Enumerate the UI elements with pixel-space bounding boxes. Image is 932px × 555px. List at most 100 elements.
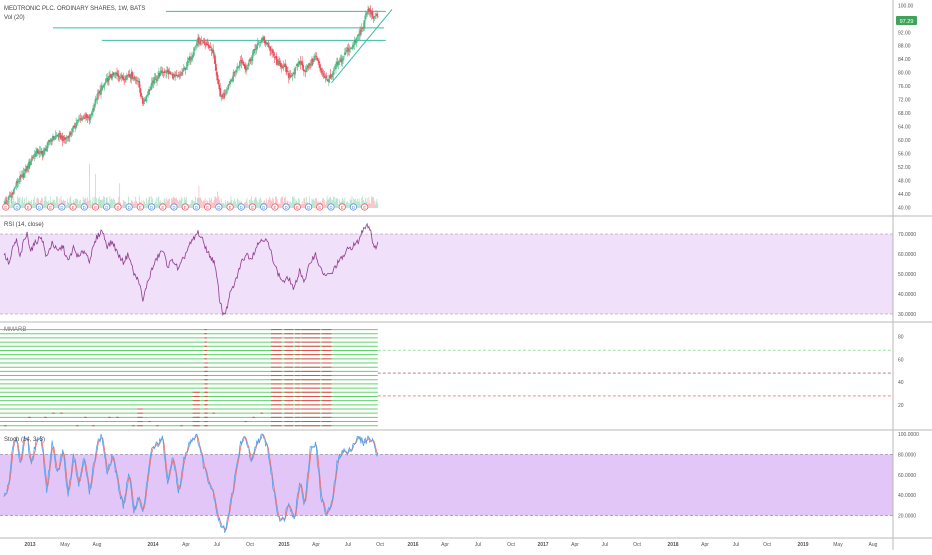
earnings-marker-icon[interactable] bbox=[91, 203, 100, 211]
volume-bar bbox=[376, 198, 378, 208]
candle-body bbox=[71, 128, 74, 132]
volume-bar bbox=[327, 199, 329, 208]
dividend-marker-icon[interactable] bbox=[260, 203, 268, 211]
candle-body bbox=[187, 61, 190, 63]
candle-body bbox=[92, 108, 94, 113]
volume-bar bbox=[313, 198, 315, 208]
volume-bar bbox=[236, 198, 238, 208]
earnings-marker-icon[interactable] bbox=[114, 203, 122, 211]
volume-bar bbox=[211, 202, 213, 208]
candle-body bbox=[36, 149, 39, 154]
earnings-marker-icon[interactable] bbox=[271, 203, 279, 211]
marker-letter: E bbox=[363, 205, 366, 210]
candle-body bbox=[43, 150, 45, 155]
support-trendline[interactable] bbox=[331, 9, 393, 84]
volume-bar bbox=[197, 198, 199, 208]
earnings-marker-icon[interactable] bbox=[159, 203, 167, 211]
time-tick-label: Apr bbox=[312, 542, 320, 548]
dividend-marker-icon[interactable] bbox=[58, 203, 66, 211]
dividend-marker-icon[interactable] bbox=[349, 203, 358, 211]
earnings-marker-icon[interactable] bbox=[136, 203, 144, 211]
volume-bar bbox=[166, 197, 168, 208]
volume-bar bbox=[186, 196, 187, 208]
dividend-marker-icon[interactable] bbox=[170, 203, 178, 211]
candle-body bbox=[117, 74, 119, 77]
candle-body bbox=[160, 70, 163, 72]
earnings-marker-icon[interactable] bbox=[2, 203, 10, 211]
earnings-marker-icon[interactable] bbox=[204, 203, 212, 211]
candle-body bbox=[234, 72, 237, 74]
volume-bar bbox=[244, 202, 246, 208]
candle-body bbox=[51, 140, 53, 141]
dividend-marker-icon[interactable] bbox=[103, 203, 111, 211]
dividend-marker-icon[interactable] bbox=[80, 203, 88, 211]
candle-body bbox=[356, 36, 359, 38]
dividend-marker-icon[interactable] bbox=[304, 203, 313, 211]
dividend-marker-icon[interactable] bbox=[215, 203, 223, 211]
dividend-marker-icon[interactable] bbox=[327, 203, 335, 211]
volume-bar bbox=[20, 204, 22, 208]
candle-body bbox=[290, 76, 293, 77]
volume-bar bbox=[280, 198, 282, 208]
volume-bar bbox=[271, 201, 273, 208]
price-tick-label: 44.00 bbox=[898, 192, 911, 198]
candle-body bbox=[103, 83, 106, 86]
volume-bar bbox=[259, 197, 261, 208]
candle-body bbox=[238, 66, 240, 68]
volume-bar bbox=[270, 200, 272, 208]
dividend-marker-icon[interactable] bbox=[125, 203, 133, 211]
earnings-marker-icon[interactable] bbox=[248, 203, 257, 211]
candle-body bbox=[192, 51, 195, 56]
stoch-d-line bbox=[3, 433, 379, 530]
candle-body bbox=[259, 42, 262, 43]
volume-bar bbox=[135, 196, 137, 208]
volume-bar bbox=[356, 198, 358, 208]
volume-bar bbox=[292, 197, 294, 208]
dividend-marker-icon[interactable] bbox=[192, 203, 201, 211]
volume-bar bbox=[76, 199, 78, 208]
volume-bar bbox=[209, 197, 210, 208]
volume-bar bbox=[220, 198, 222, 208]
candle-body bbox=[190, 56, 193, 60]
volume-bar bbox=[23, 202, 24, 208]
volume-bar bbox=[193, 201, 194, 208]
volume-bar bbox=[350, 200, 352, 208]
earnings-marker-icon[interactable] bbox=[181, 203, 189, 211]
volume-bar bbox=[369, 202, 371, 208]
marker-letter: D bbox=[307, 205, 310, 210]
candle-body bbox=[134, 78, 137, 80]
earnings-marker-icon[interactable] bbox=[226, 203, 234, 211]
volume-bar bbox=[163, 198, 165, 208]
earnings-marker-icon[interactable] bbox=[24, 203, 32, 211]
candle-body bbox=[131, 72, 134, 79]
volume-bar bbox=[275, 196, 276, 208]
earnings-marker-icon[interactable] bbox=[69, 203, 77, 211]
volume-bar bbox=[64, 200, 65, 208]
volume-bar bbox=[180, 196, 182, 208]
dividend-marker-icon[interactable] bbox=[147, 203, 156, 211]
earnings-marker-icon[interactable] bbox=[293, 203, 301, 211]
dividend-marker-icon[interactable] bbox=[282, 203, 290, 211]
volume-bar bbox=[361, 197, 363, 208]
earnings-marker-icon[interactable] bbox=[338, 203, 346, 211]
volume-bar bbox=[128, 196, 129, 208]
earnings-marker-icon[interactable] bbox=[47, 203, 55, 211]
volume-bar bbox=[170, 204, 171, 208]
dividend-marker-icon[interactable] bbox=[237, 203, 245, 211]
earnings-marker-icon[interactable] bbox=[361, 203, 369, 211]
volume-bar bbox=[332, 197, 334, 208]
candle-body bbox=[110, 77, 113, 79]
earnings-marker-icon[interactable] bbox=[316, 203, 324, 211]
candle-body bbox=[225, 90, 228, 93]
volume-bar bbox=[95, 173, 97, 208]
candle-body bbox=[5, 200, 8, 202]
dividend-marker-icon[interactable] bbox=[35, 203, 44, 211]
candle-body bbox=[292, 73, 295, 75]
marker-letter: E bbox=[27, 205, 30, 210]
dividend-marker-icon[interactable] bbox=[13, 203, 21, 211]
time-tick-label: Aug bbox=[93, 542, 102, 548]
volume-bar bbox=[97, 198, 99, 208]
candle-body bbox=[255, 45, 258, 50]
